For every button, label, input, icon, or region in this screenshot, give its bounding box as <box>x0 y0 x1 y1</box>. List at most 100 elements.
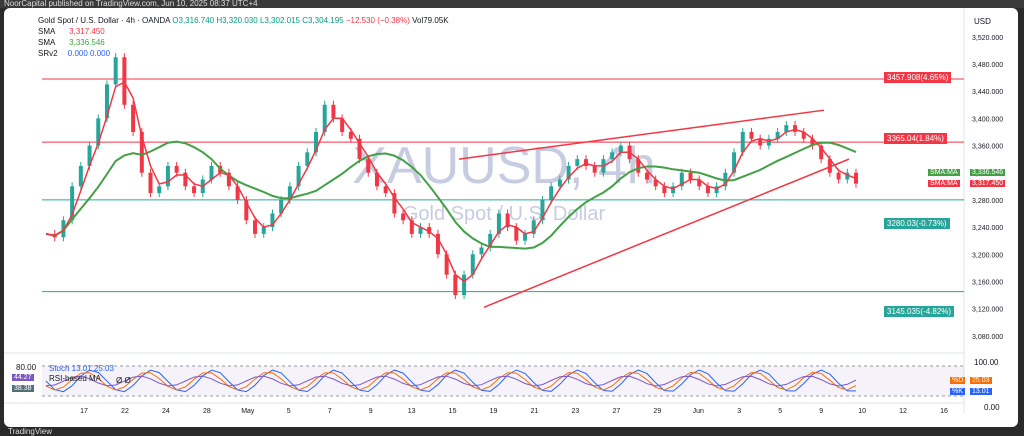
candle-body <box>514 227 519 241</box>
sma-slow-line <box>45 140 857 250</box>
x-tick-label: 5 <box>287 408 291 415</box>
candle-body <box>165 165 170 187</box>
x-tick-label: May <box>241 408 255 415</box>
sma-red-tag: SMA:MA <box>928 180 960 187</box>
sma-red-value: 3,317.450 <box>970 180 1006 187</box>
sma1-value: 3,317.450 <box>69 27 105 36</box>
candle-body <box>827 159 832 173</box>
candle-body <box>305 152 310 166</box>
candle-body <box>723 172 728 187</box>
candle-body <box>383 186 388 194</box>
stoch-d-line <box>45 371 857 391</box>
candle-body <box>374 172 379 187</box>
open-value: O3,316.740 <box>172 16 215 25</box>
candle-body <box>314 131 318 153</box>
osc-band <box>42 366 964 396</box>
k-tag: %K <box>950 388 965 395</box>
x-tick-label: 5 <box>778 408 782 415</box>
candle-body <box>96 118 101 146</box>
candle-body <box>427 227 432 234</box>
y-tick-label: 3,160.000 <box>972 279 1003 286</box>
sma1-label: SMA <box>38 27 55 36</box>
candle-body <box>226 172 231 187</box>
candle-body <box>549 186 554 200</box>
x-tick-label: 21 <box>531 408 539 415</box>
candle-body <box>793 125 798 132</box>
volume-value: Vol79.05K <box>412 16 449 25</box>
candle-body <box>174 165 179 173</box>
candle-body <box>749 131 754 139</box>
candle-body <box>183 172 188 187</box>
candle-body <box>209 165 214 180</box>
sma-fast-line <box>45 81 857 283</box>
candle-body <box>740 131 745 153</box>
tradingview-logo[interactable]: TradingView <box>8 427 53 436</box>
candle-body <box>819 145 824 160</box>
x-tick-label: 28 <box>203 408 211 415</box>
candle-body <box>253 220 258 234</box>
x-tick-label: 23 <box>572 408 580 415</box>
candle-body <box>618 145 623 153</box>
wedge-lower-line <box>483 158 850 308</box>
srv2-legend[interactable]: SRv2 0.000 0.000 <box>38 49 110 58</box>
candle-body <box>104 84 109 119</box>
candle-body <box>470 254 475 275</box>
stoch-legend[interactable]: Stoch 13.01 25.03 <box>49 364 114 373</box>
candle-body <box>766 138 771 146</box>
candle-body <box>523 233 528 241</box>
candle-body <box>636 159 641 173</box>
sma2-label: SMA <box>38 38 55 47</box>
published-bar: NoorCapital published on TradingView.com… <box>0 0 1024 8</box>
sma1-legend[interactable]: SMA 3,317.450 <box>38 27 105 36</box>
x-tick-label: 16 <box>940 408 948 415</box>
candle-body <box>566 165 571 180</box>
candle-body <box>810 138 815 146</box>
y-tick-label: 3,440.000 <box>972 89 1003 96</box>
level-38-tag: 38.38 <box>12 385 34 392</box>
x-tick-label: 7 <box>328 408 332 415</box>
candle-body <box>775 131 780 139</box>
rsi-value-tag: 44.27 <box>12 374 34 381</box>
x-tick-label: 24 <box>162 408 170 415</box>
candle-body <box>714 186 719 194</box>
change-value: −12.530 (−0.38%) <box>345 16 410 25</box>
k-value: 13.01 <box>970 388 992 395</box>
candle-body <box>148 172 153 194</box>
candle-body <box>488 233 493 248</box>
candle-body <box>122 57 127 105</box>
support-label-2: 3145.035(-4.82%) <box>884 306 955 317</box>
sma-green-value: 3,336.546 <box>970 169 1006 176</box>
candle-body <box>697 179 702 187</box>
x-tick-label: 9 <box>819 408 823 415</box>
price-chart[interactable]: 3,520.000 3,480.000 3,440.000 3,400.000 3,36… <box>4 8 1018 427</box>
candle-body <box>653 179 658 187</box>
candle-body <box>192 186 197 194</box>
candle-body <box>78 165 83 187</box>
x-tick-label: 27 <box>612 408 620 415</box>
y-tick-label: 3,520.000 <box>972 35 1003 42</box>
candle-body <box>644 172 649 180</box>
rsi-line <box>45 375 857 387</box>
x-tick-label: 19 <box>490 408 498 415</box>
support-label-1: 3280.03(-0.73%) <box>884 218 950 229</box>
close-value: C3,304.195 <box>302 16 344 25</box>
rsi-ma-legend[interactable]: RSI-based MA <box>49 374 102 383</box>
candle-body <box>322 104 327 132</box>
x-tick-label: Jun <box>693 408 704 415</box>
x-tick-label: 9 <box>369 408 373 415</box>
candle-body <box>70 186 75 221</box>
candle-body <box>592 165 597 173</box>
srv2-values: 0.000 0.000 <box>67 49 111 58</box>
sma2-legend[interactable]: SMA 3,336.546 <box>38 38 105 47</box>
candle-body <box>435 233 440 255</box>
candle-body <box>784 125 789 132</box>
candle-body <box>732 152 737 173</box>
x-tick-label: 17 <box>80 408 88 415</box>
candle-body <box>479 247 484 255</box>
y-tick-label: 3,400.000 <box>972 116 1003 123</box>
candle-body <box>261 227 266 234</box>
candle-body <box>296 165 301 187</box>
candle-body <box>662 186 667 194</box>
symbol-line: Gold Spot / U.S. Dollar · 4h · OANDA O3,… <box>38 16 449 25</box>
